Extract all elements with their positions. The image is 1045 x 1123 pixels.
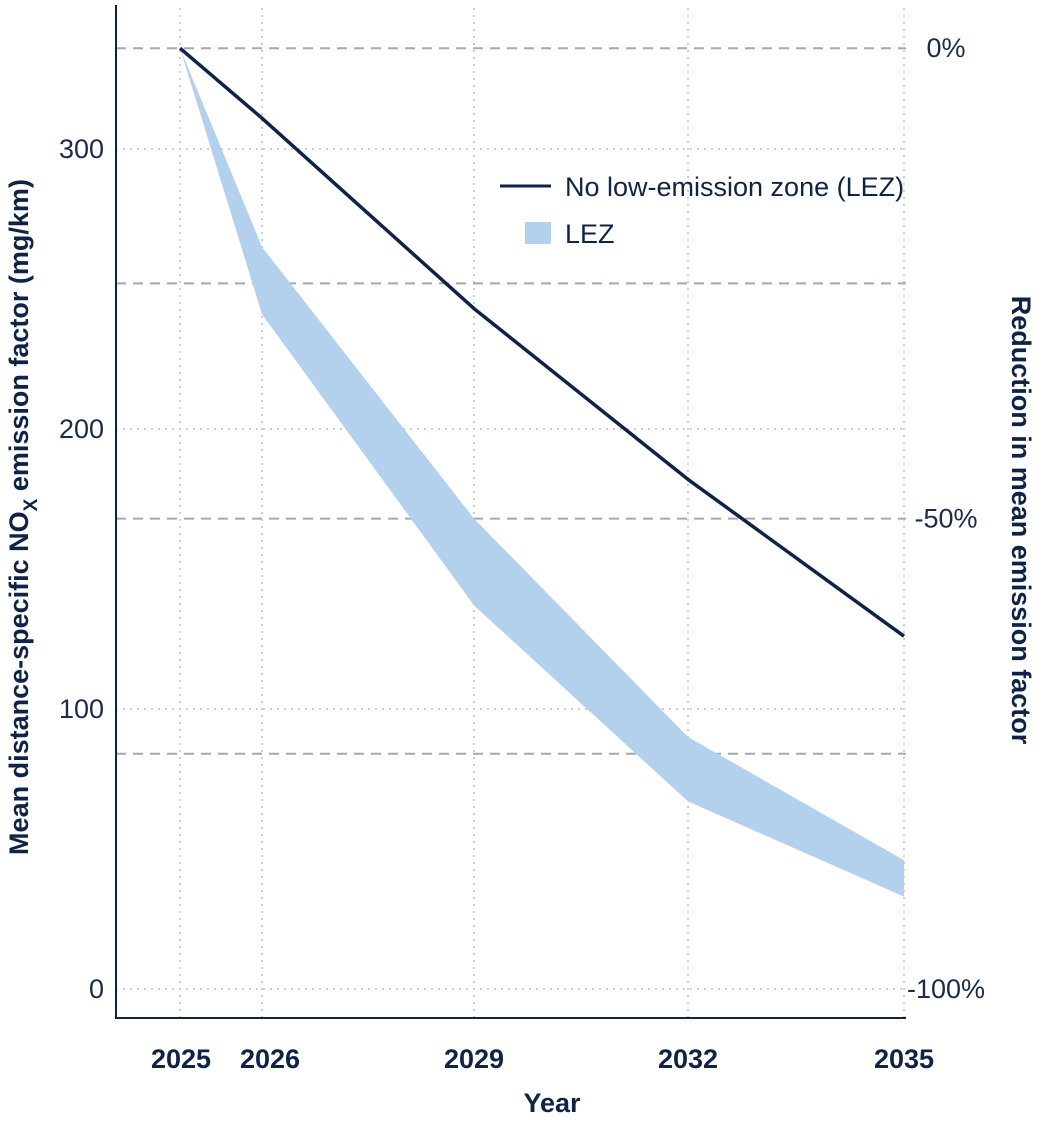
- x-tick-2025: 2025: [151, 1044, 211, 1074]
- legend-band-swatch: [525, 222, 551, 244]
- y-tick-200: 200: [59, 414, 104, 444]
- series-line-no-lez: [178, 46, 906, 638]
- x-tick-2032: 2032: [658, 1044, 718, 1074]
- horizontal-gridlines: [116, 148, 906, 990]
- y-axis-title-main: Mean distance-specific NO: [4, 511, 34, 855]
- y-right-axis-title: Reduction in mean emission factor: [1006, 296, 1036, 745]
- y-right-tick-labels: 0% -50% -100%: [907, 33, 985, 1004]
- x-axis-title: Year: [523, 1088, 581, 1118]
- y-tick-300: 300: [59, 134, 104, 164]
- y-right-tick-100: -100%: [907, 974, 985, 1004]
- y-right-tick-0: 0%: [926, 33, 965, 63]
- x-tick-labels: 2025 2026 2029 2032 2035: [151, 1044, 934, 1074]
- x-tick-2035: 2035: [874, 1044, 934, 1074]
- y-axis-title: Mean distance-specific NOX emission fact…: [4, 179, 42, 855]
- y-axis-title-tail: emission factor (mg/km): [4, 179, 34, 499]
- y-tick-labels: 0 100 200 300: [59, 134, 104, 1004]
- legend-label-lez: LEZ: [565, 219, 615, 249]
- x-tick-2029: 2029: [444, 1044, 504, 1074]
- percent-gridlines: [116, 47, 906, 755]
- vertical-gridlines: [179, 8, 905, 1018]
- legend-label-no-lez: No low-emission zone (LEZ): [565, 172, 904, 202]
- legend: No low-emission zone (LEZ) LEZ: [500, 172, 904, 249]
- x-tick-2026: 2026: [240, 1044, 300, 1074]
- plot-area: [178, 46, 906, 897]
- y-tick-100: 100: [59, 694, 104, 724]
- y-axis-title-subscript: X: [21, 498, 42, 511]
- y-tick-0: 0: [89, 974, 104, 1004]
- y-right-tick-50: -50%: [914, 504, 977, 534]
